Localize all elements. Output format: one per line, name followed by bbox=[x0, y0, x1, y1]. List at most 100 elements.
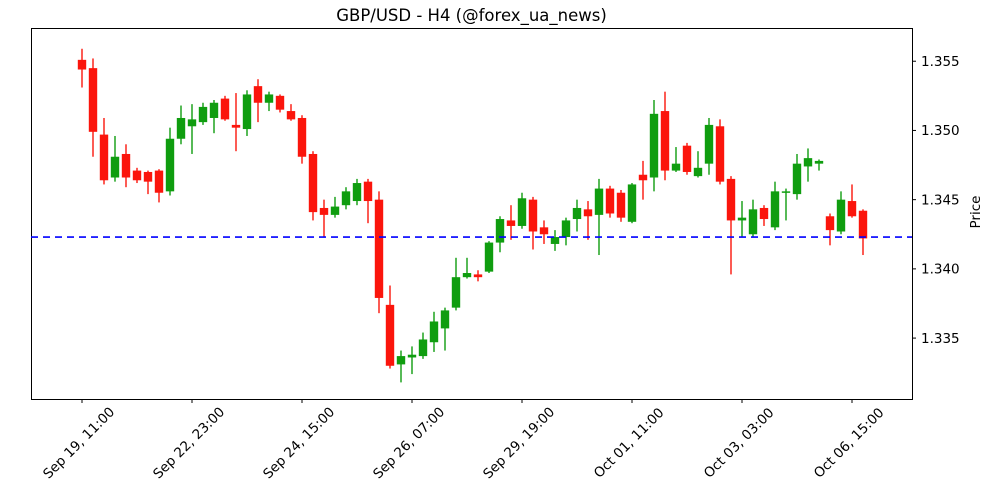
candle-body bbox=[847, 201, 857, 217]
candle-body bbox=[451, 277, 461, 308]
candle-body bbox=[671, 163, 681, 171]
candle-down bbox=[715, 119, 725, 185]
candle-down bbox=[506, 205, 516, 240]
candle-up bbox=[176, 105, 186, 145]
x-tick-label: Oct 03, 03:00 bbox=[701, 405, 778, 482]
candle-body bbox=[429, 321, 439, 343]
candle-up bbox=[187, 104, 197, 154]
candle-body bbox=[165, 138, 175, 192]
candle-body bbox=[638, 174, 648, 181]
candle-up bbox=[693, 151, 703, 178]
candle-body bbox=[572, 207, 582, 220]
candle-down bbox=[99, 117, 109, 185]
candle-body bbox=[726, 178, 736, 221]
candle-body bbox=[385, 304, 395, 366]
candle-body bbox=[99, 134, 109, 181]
candle-up bbox=[792, 153, 802, 200]
x-tick-label: Sep 29, 19:00 bbox=[480, 404, 558, 482]
candle-down bbox=[385, 285, 395, 369]
candle-up bbox=[440, 307, 450, 351]
candle-body bbox=[121, 153, 131, 178]
candle-body bbox=[484, 242, 494, 272]
candle-up bbox=[737, 201, 747, 238]
candle-body bbox=[682, 145, 692, 172]
x-axis-ticks: Sep 19, 11:00 Sep 22, 23:00 Sep 24, 15:00 S… bbox=[40, 399, 887, 482]
candles-group bbox=[77, 48, 868, 383]
candle-down bbox=[231, 93, 241, 152]
candle-body bbox=[473, 274, 483, 278]
candle-up bbox=[209, 99, 219, 134]
candle-body bbox=[143, 171, 153, 182]
candle-body bbox=[88, 68, 98, 132]
candle-up bbox=[748, 199, 758, 238]
candle-body bbox=[418, 339, 428, 357]
candle-up bbox=[451, 257, 461, 311]
candle-down bbox=[825, 213, 835, 246]
candle-body bbox=[462, 273, 472, 278]
candle-body bbox=[704, 124, 714, 164]
candle-up bbox=[550, 230, 560, 251]
candle-body bbox=[374, 199, 384, 298]
plot-frame bbox=[31, 28, 913, 400]
candle-body bbox=[594, 188, 604, 215]
candle-up bbox=[704, 117, 714, 175]
candle-body bbox=[660, 111, 670, 171]
y-axis-ticks: 1.355 1.350 1.345 1.340 1.335 bbox=[912, 54, 960, 347]
candle-body bbox=[550, 237, 560, 244]
candle-up bbox=[242, 90, 252, 136]
candle-down bbox=[286, 104, 296, 121]
candle-body bbox=[748, 209, 758, 235]
candle-body bbox=[561, 220, 571, 238]
candle-up bbox=[407, 346, 417, 375]
candle-body bbox=[132, 170, 142, 181]
candle-down bbox=[308, 151, 318, 221]
candle-up bbox=[418, 332, 428, 359]
candle-body bbox=[506, 220, 516, 226]
y-tick-label: 1.355 bbox=[921, 54, 960, 70]
candle-down bbox=[726, 176, 736, 275]
candle-up bbox=[110, 135, 120, 182]
candle-body bbox=[440, 310, 450, 329]
candle-body bbox=[528, 199, 538, 232]
candle-body bbox=[363, 181, 373, 202]
candle-up bbox=[495, 216, 505, 253]
candle-body bbox=[341, 191, 351, 206]
candle-down bbox=[660, 91, 670, 181]
candle-down bbox=[253, 79, 263, 123]
y-axis-title: Price bbox=[968, 195, 984, 229]
candle-down bbox=[154, 169, 164, 203]
candle-body bbox=[539, 227, 549, 235]
candle-body bbox=[770, 191, 780, 228]
candle-down bbox=[143, 170, 153, 195]
candle-up bbox=[770, 181, 780, 231]
candle-body bbox=[693, 167, 703, 177]
candle-body bbox=[209, 102, 219, 118]
candle-down bbox=[275, 94, 285, 113]
candle-up bbox=[803, 148, 813, 182]
candle-up bbox=[836, 191, 846, 235]
candle-up bbox=[264, 91, 274, 112]
candle-down bbox=[759, 205, 769, 226]
candle-up bbox=[396, 350, 406, 383]
candle-up bbox=[671, 147, 681, 172]
candle-up bbox=[484, 241, 494, 274]
candle-body bbox=[297, 117, 307, 157]
y-tick-label: 1.345 bbox=[921, 192, 960, 208]
candle-down bbox=[539, 220, 549, 244]
candle-down bbox=[682, 142, 692, 175]
candle-up bbox=[814, 159, 824, 171]
candle-body bbox=[319, 207, 329, 215]
candle-body bbox=[407, 354, 417, 358]
candle-body bbox=[77, 59, 87, 70]
candle-body bbox=[836, 199, 846, 232]
candle-up bbox=[572, 199, 582, 232]
candle-body bbox=[275, 95, 285, 110]
candle-body bbox=[814, 160, 824, 164]
candle-up bbox=[341, 187, 351, 210]
y-tick-label: 1.350 bbox=[921, 123, 960, 139]
candle-up bbox=[781, 188, 791, 221]
candle-up bbox=[561, 217, 571, 246]
candle-body bbox=[495, 219, 505, 243]
candle-up bbox=[165, 127, 175, 196]
